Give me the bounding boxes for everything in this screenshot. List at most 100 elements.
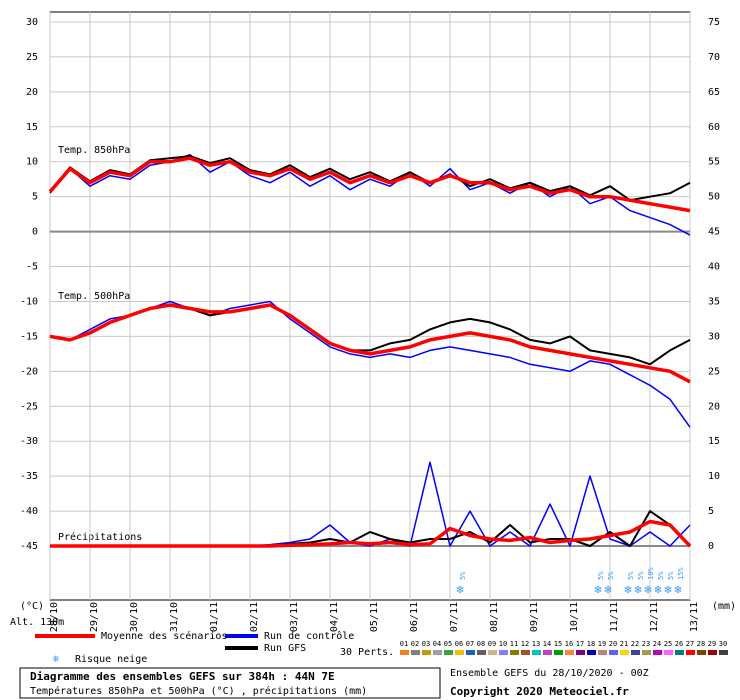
y2-tick-label: 60 bbox=[708, 122, 720, 133]
perturbation-name: 04 bbox=[433, 640, 441, 648]
y2-tick-label: 35 bbox=[708, 296, 720, 307]
y-tick-label: -45 bbox=[20, 541, 38, 552]
snow-marker: ❄ bbox=[594, 583, 601, 597]
series-line bbox=[48, 156, 691, 213]
x-tick-label: 03/11 bbox=[289, 602, 300, 632]
snow-label: 5% bbox=[657, 571, 665, 580]
y-tick-label: 15 bbox=[26, 122, 38, 133]
y-tick-label: -20 bbox=[20, 366, 38, 377]
snow-label: 5% bbox=[667, 571, 675, 580]
snow-icon: ❄ bbox=[53, 654, 60, 665]
perturbation-name: 05 bbox=[444, 640, 452, 648]
x-tick-label: 02/11 bbox=[249, 602, 260, 632]
x-tick-label: 30/10 bbox=[129, 602, 140, 632]
y2-tick-label: 40 bbox=[708, 262, 720, 273]
perturbation-swatch bbox=[488, 650, 497, 655]
perturbation-name: 22 bbox=[631, 640, 639, 648]
x-tick-label: 28/10 bbox=[49, 602, 60, 632]
perturbation-swatch bbox=[521, 650, 530, 655]
perturbation-swatch bbox=[686, 650, 695, 655]
legend-label: Run GFS bbox=[264, 643, 306, 654]
x-tick-label: 07/11 bbox=[449, 602, 460, 632]
y2-tick-label: 45 bbox=[708, 227, 720, 238]
perturbation-swatch bbox=[466, 650, 475, 655]
y2-tick-label: 30 bbox=[708, 331, 720, 342]
perturbation-swatch bbox=[719, 650, 728, 655]
snow-marker: ❄ bbox=[634, 583, 641, 597]
perturbation-legend: 30 Perts. bbox=[340, 647, 394, 658]
perturbation-name: 27 bbox=[686, 640, 694, 648]
snow-legend: Risque neige bbox=[75, 654, 147, 665]
legend-label: Moyenne des scénarios bbox=[101, 630, 227, 642]
perturbation-swatch bbox=[609, 650, 618, 655]
perturbation-swatch bbox=[444, 650, 453, 655]
y2-tick-label: 50 bbox=[708, 192, 720, 203]
snow-marker: ❄ bbox=[654, 583, 661, 597]
y-tick-label: -15 bbox=[20, 331, 38, 342]
perturbation-swatch bbox=[433, 650, 442, 655]
series-line bbox=[50, 519, 692, 548]
y2-axis-label: (mm) bbox=[712, 601, 736, 612]
y2-tick-label: 20 bbox=[708, 401, 720, 412]
perturbation-swatch bbox=[708, 650, 717, 655]
perturbation-swatch bbox=[400, 650, 409, 655]
y2-tick-label: 55 bbox=[708, 157, 720, 168]
perturbation-swatch bbox=[631, 650, 640, 655]
y2-tick-label: 65 bbox=[708, 87, 720, 98]
perturbation-swatch bbox=[598, 650, 607, 655]
x-tick-label: 04/11 bbox=[329, 602, 340, 632]
perturbation-name: 13 bbox=[532, 640, 540, 648]
x-tick-label: 11/11 bbox=[609, 602, 620, 632]
perturbation-swatch bbox=[697, 650, 706, 655]
x-tick-label: 10/11 bbox=[569, 602, 580, 632]
perturbation-name: 06 bbox=[455, 640, 463, 648]
perturbation-swatch bbox=[620, 650, 629, 655]
annotation: Temp. 850hPa bbox=[58, 145, 130, 156]
perturbation-name: 29 bbox=[708, 640, 716, 648]
perturbation-name: 09 bbox=[488, 640, 496, 648]
snow-marker: ❄ bbox=[674, 583, 681, 597]
run-info: Ensemble GEFS du 28/10/2020 - 00Z bbox=[450, 668, 649, 679]
perturbation-swatch bbox=[664, 650, 673, 655]
y2-tick-label: 5 bbox=[708, 506, 714, 517]
perturbation-name: 23 bbox=[642, 640, 650, 648]
perturbation-name: 21 bbox=[620, 640, 628, 648]
copyright: Copyright 2020 Meteociel.fr bbox=[450, 685, 629, 698]
y2-tick-label: 70 bbox=[708, 52, 720, 63]
perturbation-name: 19 bbox=[598, 640, 606, 648]
perturbation-swatch bbox=[532, 650, 541, 655]
perturbation-name: 28 bbox=[697, 640, 705, 648]
perturbation-name: 30 bbox=[719, 640, 727, 648]
x-tick-label: 12/11 bbox=[649, 602, 660, 632]
perturbation-name: 16 bbox=[565, 640, 573, 648]
snow-marker: ❄ bbox=[644, 583, 651, 597]
x-tick-label: 08/11 bbox=[489, 602, 500, 632]
perturbation-swatch bbox=[587, 650, 596, 655]
perturbation-name: 11 bbox=[510, 640, 518, 648]
perturbation-swatch bbox=[411, 650, 420, 655]
perturbation-name: 20 bbox=[609, 640, 617, 648]
x-tick-label: 06/11 bbox=[409, 602, 420, 632]
footer-title: Diagramme des ensembles GEFS sur 384h : … bbox=[30, 670, 335, 683]
perturbation-name: 12 bbox=[521, 640, 529, 648]
series-line bbox=[49, 303, 691, 384]
y-tick-label: -35 bbox=[20, 471, 38, 482]
annotation: Temp. 500hPa bbox=[58, 291, 130, 302]
perturbation-swatch bbox=[455, 650, 464, 655]
perturbation-name: 01 bbox=[400, 640, 408, 648]
y-tick-label: 20 bbox=[26, 87, 38, 98]
snow-marker: ❄ bbox=[604, 583, 611, 597]
legend-label: Run de contrôle bbox=[264, 630, 354, 642]
series-line bbox=[49, 155, 691, 202]
y-tick-label: -40 bbox=[20, 506, 38, 517]
x-tick-label: 31/10 bbox=[169, 602, 180, 632]
snow-marker: ❄ bbox=[624, 583, 631, 597]
perturbation-name: 24 bbox=[653, 640, 661, 648]
snow-label: 5% bbox=[459, 571, 467, 580]
perturbation-swatch bbox=[565, 650, 574, 655]
perturbation-name: 03 bbox=[422, 640, 430, 648]
y2-tick-label: 25 bbox=[708, 366, 720, 377]
y-tick-label: 10 bbox=[26, 157, 38, 168]
snow-marker: ❄ bbox=[456, 583, 463, 597]
snow-label: 5% bbox=[607, 571, 615, 580]
